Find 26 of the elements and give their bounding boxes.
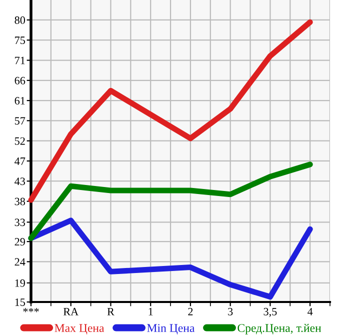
x-tick-label: 3,5 [264,308,277,317]
x-tick-label: *** [23,308,39,312]
x-tick-label: 4 [308,308,313,316]
x-tick-label: 3 [228,308,233,316]
y-tick-label: 33 [14,218,26,226]
y-tick-label: 75 [15,36,26,44]
y-tick-label: 80 [14,16,26,24]
y-tick-label: 38 [14,198,26,206]
legend-label: Сред.Цена, т.йен [238,324,322,334]
y-tick-label: 47 [14,158,26,165]
y-tick-label: 19 [15,279,25,287]
y-tick-label: 52 [14,137,25,145]
y-tick-label: 61 [14,97,25,104]
y-tick-label: 15 [15,298,26,306]
y-tick-label: 24 [14,258,26,266]
legend-label: Max Цена [54,324,104,334]
y-tick-label: 43 [14,178,26,186]
x-tick-label: 1 [148,308,153,316]
y-tick-label: 57 [14,117,26,125]
y-tick-label: 71 [15,56,25,64]
x-tick-label: RA [63,308,79,316]
x-tick-label: 2 [188,308,193,316]
legend-label: Min Цена [147,324,195,334]
x-tick-label: R [107,308,114,316]
y-tick-label: 66 [14,76,26,84]
y-tick-label: 29 [14,238,25,246]
